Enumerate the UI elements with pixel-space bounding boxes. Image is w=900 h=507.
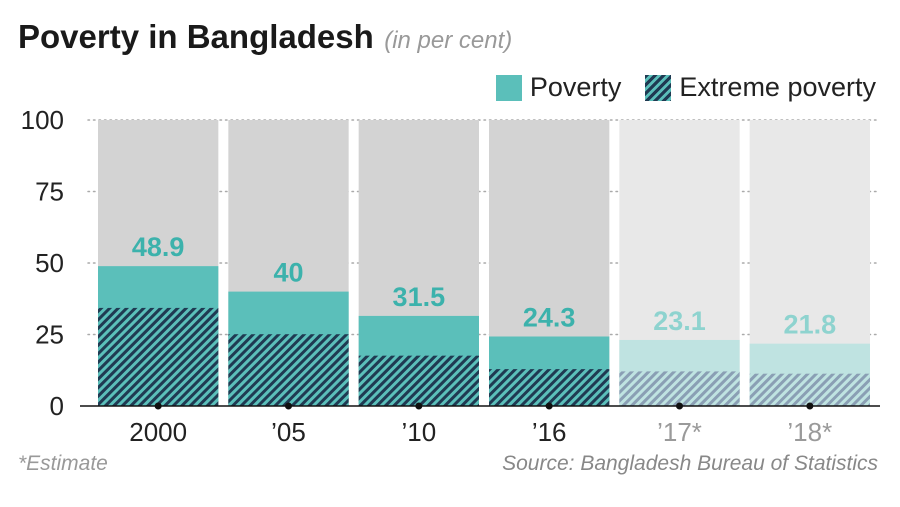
data-label: 23.1 bbox=[653, 306, 706, 336]
chart-title: Poverty in Bangladesh bbox=[18, 18, 374, 55]
bars-layer bbox=[98, 120, 870, 406]
bar-extreme-poverty bbox=[619, 371, 740, 406]
data-label: 40 bbox=[273, 258, 303, 288]
bar-extreme-poverty bbox=[489, 369, 610, 406]
footnote: *Estimate bbox=[18, 452, 108, 475]
grid-layer bbox=[87, 119, 881, 336]
legend-label-extreme: Extreme poverty bbox=[679, 72, 876, 102]
x-tick-label: ’17* bbox=[657, 417, 702, 447]
chart-subtitle: (in per cent) bbox=[384, 27, 513, 54]
y-tick-label: 75 bbox=[35, 177, 64, 207]
x-tick-label: ’18* bbox=[787, 417, 832, 447]
data-label: 21.8 bbox=[784, 310, 837, 340]
x-tick-label: ’10 bbox=[401, 417, 436, 447]
bar-extreme-poverty bbox=[358, 355, 479, 406]
legend-swatch-poverty bbox=[495, 74, 522, 101]
bar-extreme-poverty bbox=[749, 373, 870, 406]
x-tick-label: 2000 bbox=[129, 417, 187, 447]
legend-label-poverty: Poverty bbox=[529, 72, 622, 102]
legend-swatch-extreme bbox=[645, 74, 672, 101]
y-tick-label: 100 bbox=[21, 105, 64, 135]
y-tick-label: 50 bbox=[35, 248, 64, 278]
chart-title-row: Poverty in Bangladesh (in per cent) bbox=[18, 18, 512, 56]
bar-extreme-poverty bbox=[228, 334, 349, 406]
legend-item-extreme: Extreme poverty bbox=[645, 72, 876, 103]
labels-layer: 0 25 50 75 100 48.9 2000 40 ’05 31.5 ’10 24.3 ’16 23.… bbox=[21, 105, 880, 447]
y-tick-label: 0 bbox=[50, 391, 64, 421]
data-label: 48.9 bbox=[132, 232, 185, 262]
x-tick-label: ’16 bbox=[532, 417, 567, 447]
legend: Poverty Extreme poverty bbox=[495, 72, 876, 103]
legend-item-poverty: Poverty bbox=[495, 72, 622, 103]
bar-extreme-poverty bbox=[98, 307, 219, 406]
x-tick-label: ’05 bbox=[271, 417, 306, 447]
data-label: 24.3 bbox=[523, 303, 576, 333]
source-note: Source: Bangladesh Bureau of Statistics bbox=[502, 452, 878, 475]
y-tick-label: 25 bbox=[35, 320, 64, 350]
data-label: 31.5 bbox=[393, 282, 446, 312]
